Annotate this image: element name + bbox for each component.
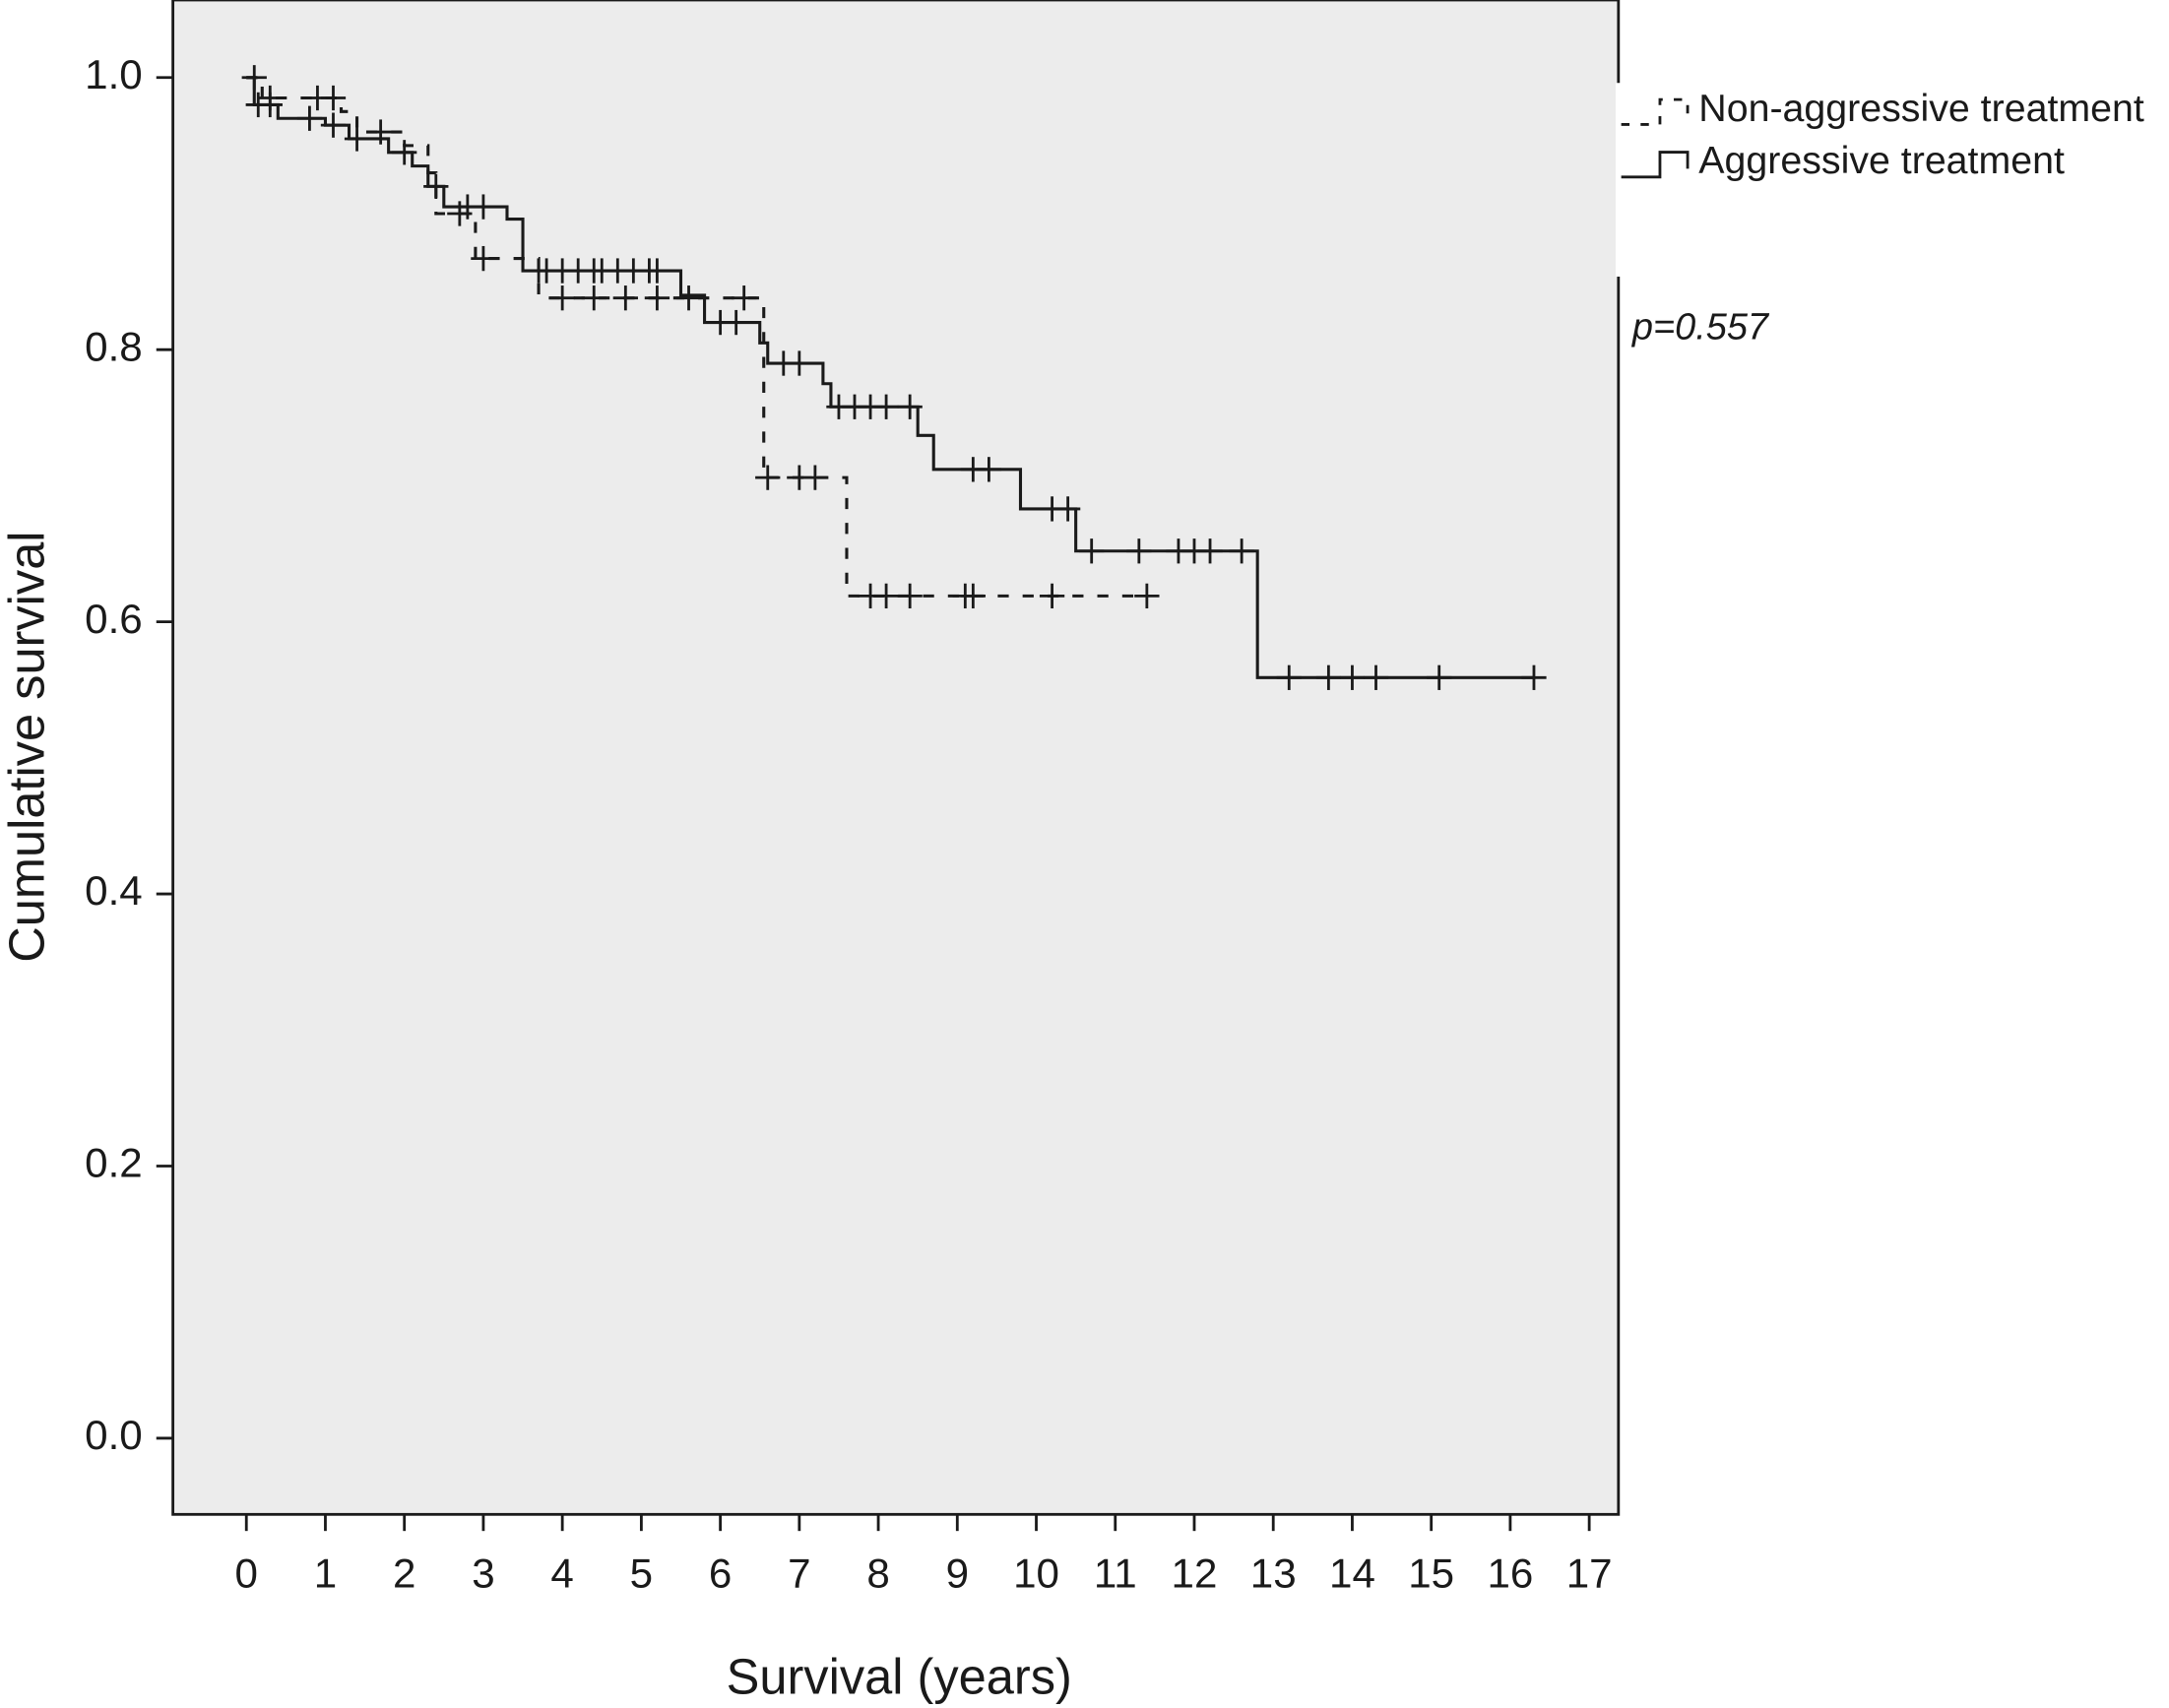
x-tick-label: 14: [1329, 1550, 1375, 1597]
censor-mark: [581, 285, 606, 311]
x-tick-label: 10: [1013, 1550, 1059, 1597]
censor-mark: [1427, 664, 1452, 690]
x-tick-label: 6: [709, 1550, 732, 1597]
survival-curve: [246, 76, 1147, 598]
censor-mark: [1229, 538, 1254, 564]
x-tick-label: 11: [1094, 1550, 1137, 1597]
x-tick-label: 0: [235, 1550, 258, 1597]
x-axis-title: Survival (years): [727, 1648, 1072, 1704]
censor-mark: [897, 394, 923, 419]
legend-icon: [1621, 97, 1690, 126]
x-tick-label: 13: [1250, 1550, 1297, 1597]
y-tick-label: 0.0: [85, 1412, 143, 1458]
x-tick-label: 4: [550, 1550, 573, 1597]
survival-curve: [246, 76, 1534, 679]
censor-mark: [1126, 538, 1152, 564]
plot-area: [171, 0, 1621, 1516]
x-tick-label: 17: [1566, 1550, 1613, 1597]
censor-mark: [320, 85, 347, 111]
x-tick-label: 7: [788, 1550, 810, 1597]
censor-mark: [802, 465, 828, 490]
censor-mark: [549, 285, 575, 311]
x-tick-label: 2: [393, 1550, 415, 1597]
y-axis-title: Cumulative survival: [0, 531, 54, 962]
x-tick-label: 1: [314, 1550, 337, 1597]
censor-mark: [873, 394, 899, 419]
legend-label: Aggressive treatment: [1698, 139, 2065, 182]
y-tick-label: 0.8: [85, 323, 143, 369]
censor-mark: [257, 92, 283, 118]
censor-mark: [1315, 664, 1342, 690]
censor-mark: [1363, 664, 1389, 690]
x-tick-label: 15: [1408, 1550, 1454, 1597]
censor-mark: [423, 173, 449, 199]
censor-mark: [897, 583, 923, 609]
censor-mark: [1134, 583, 1160, 609]
annotation: p=0.557: [1631, 306, 1770, 348]
censor-mark: [1079, 538, 1105, 564]
censor-mark: [1197, 538, 1223, 564]
y-tick-label: 1.0: [85, 51, 143, 97]
censor-mark: [320, 112, 347, 138]
x-tick-label: 16: [1487, 1550, 1533, 1597]
y-tick-label: 0.2: [85, 1140, 143, 1186]
censor-mark: [344, 126, 370, 152]
censor-mark: [873, 583, 899, 609]
censor-mark: [732, 285, 757, 311]
x-tick-label: 3: [472, 1550, 494, 1597]
censor-mark: [296, 105, 323, 131]
x-tick-label: 8: [866, 1550, 889, 1597]
censor-mark: [1521, 664, 1547, 690]
censor-mark: [960, 583, 986, 609]
censor-mark: [976, 457, 1002, 482]
censor-mark: [1339, 664, 1366, 690]
legend-label: Non-aggressive treatment: [1698, 87, 2144, 130]
y-tick-label: 0.4: [85, 867, 143, 914]
censor-mark: [1039, 583, 1065, 609]
legend-icon: [1621, 151, 1690, 179]
censor-mark: [787, 350, 812, 376]
censor-mark: [724, 309, 749, 336]
censor-mark: [755, 465, 781, 490]
censor-mark: [471, 245, 496, 272]
censor-mark: [1276, 664, 1302, 690]
censor-mark: [644, 285, 670, 311]
x-tick-label: 5: [630, 1550, 653, 1597]
censor-mark: [1054, 496, 1081, 522]
censor-mark: [392, 140, 417, 165]
y-tick-label: 0.6: [85, 596, 143, 642]
censor-mark: [471, 194, 496, 220]
censor-mark: [675, 285, 702, 311]
x-tick-label: 12: [1172, 1550, 1218, 1597]
censor-mark: [612, 285, 638, 311]
censor-mark: [644, 258, 670, 284]
x-tick-label: 9: [946, 1550, 969, 1597]
